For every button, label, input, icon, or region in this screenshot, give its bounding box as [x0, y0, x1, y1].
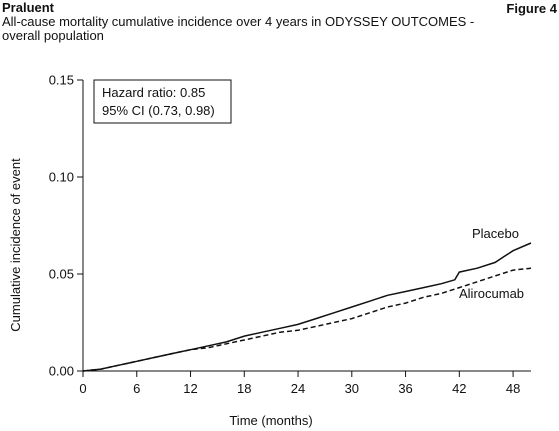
x-tick-label: 30	[345, 381, 359, 396]
x-tick-label: 18	[237, 381, 251, 396]
figure-label: Figure 4	[506, 1, 557, 16]
series-label-alirocumab: Alirocumab	[459, 286, 524, 301]
x-tick-label: 36	[398, 381, 412, 396]
x-tick-label: 42	[452, 381, 466, 396]
series-line-placebo	[82, 242, 532, 372]
ci-text: 95% CI (0.73, 0.98)	[102, 103, 215, 118]
series-lines	[82, 242, 532, 372]
y-axis-label: Cumulative incidence of event	[8, 158, 23, 332]
annotation-box	[93, 79, 232, 124]
brand-title: Praluent	[2, 0, 55, 15]
series-line-alirocumab	[82, 267, 532, 372]
y-tick-label: 0.00	[49, 364, 74, 379]
x-tick-label: 24	[291, 381, 305, 396]
x-tick-label: 12	[183, 381, 197, 396]
chart-axes	[82, 80, 531, 372]
chart-subtitle: All-cause mortality cumulative incidence…	[2, 14, 475, 43]
x-tick-label: 6	[133, 381, 140, 396]
y-ticks: 0.00 0.05 0.10 0.15	[49, 73, 83, 379]
y-tick-label: 0.15	[49, 73, 74, 88]
x-tick-label: 0	[79, 381, 86, 396]
x-axis-label: Time (months)	[229, 413, 312, 428]
series-label-placebo: Placebo	[472, 226, 519, 241]
y-tick-label: 0.05	[49, 267, 74, 282]
x-tick-label: 48	[506, 381, 520, 396]
x-ticks: 0 6 12 18 24 30 36 42 48	[79, 371, 520, 396]
hazard-ratio-text: Hazard ratio: 0.85	[102, 85, 205, 100]
y-tick-label: 0.10	[49, 170, 74, 185]
